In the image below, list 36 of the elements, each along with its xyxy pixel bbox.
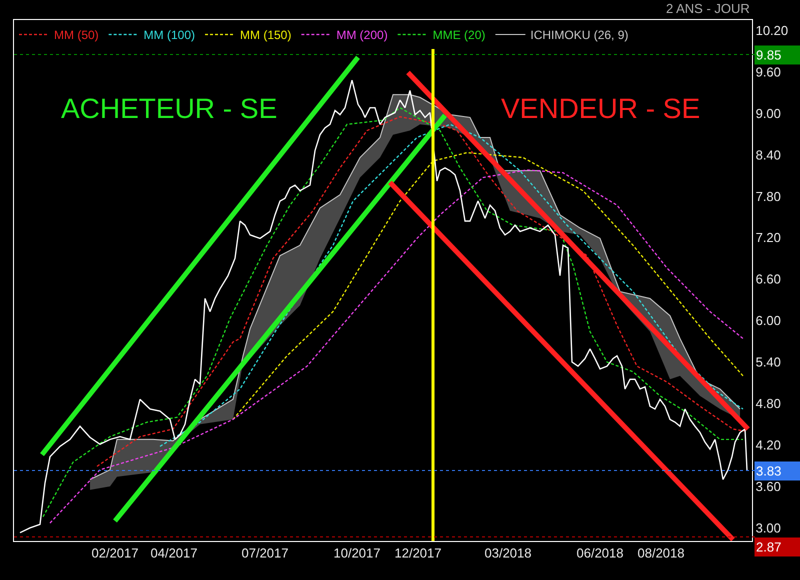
x-tick-label: 03/2018: [484, 546, 532, 561]
line-series: [49, 169, 744, 524]
ref-line-label: 9.85: [756, 48, 782, 62]
legend-label: MM (150): [240, 28, 292, 42]
annotation: VENDEUR - SE: [501, 93, 700, 124]
y-tick-label: 10.20: [756, 22, 788, 38]
legend-label: MM (100): [144, 28, 196, 42]
y-tick-label: 7.80: [756, 188, 781, 204]
annotation: ACHETEUR - SE: [61, 93, 278, 124]
y-tick-label: 6.60: [756, 272, 781, 287]
legend-label: MM (50): [54, 28, 99, 42]
x-tick-label: 02/2017: [92, 546, 138, 561]
y-tick-label: 8.40: [756, 147, 781, 162]
x-tick-label: 08/2018: [638, 546, 684, 561]
chart-subtitle: 2 ANS - JOUR: [666, 1, 750, 16]
legend-label: ICHIMOKU (26, 9): [530, 28, 628, 42]
y-tick-label: 9.60: [756, 64, 781, 80]
line-series: [159, 124, 744, 447]
x-tick-label: 06/2018: [576, 546, 624, 561]
x-tick-label: 10/2017: [334, 546, 380, 561]
line-series: [232, 152, 744, 420]
legend-label: MM (200): [336, 28, 388, 42]
y-tick-label: 4.80: [756, 396, 781, 412]
y-tick-label: 5.40: [756, 354, 781, 370]
y-tick-label: 7.20: [756, 230, 781, 246]
x-tick-label: 12/2017: [394, 546, 442, 561]
y-tick-label: 3.00: [756, 520, 781, 536]
ref-line-label: 3.83: [756, 464, 782, 478]
x-tick-label: 07/2017: [242, 546, 288, 561]
y-tick-label: 9.00: [756, 106, 781, 121]
legend-label: MME (20): [432, 28, 486, 42]
ref-line-label: 2.87: [756, 540, 782, 554]
y-tick-label: 3.60: [756, 478, 781, 494]
y-tick-label: 6.00: [756, 313, 781, 328]
y-tick-label: 4.20: [756, 438, 781, 452]
x-tick-label: 04/2017: [150, 546, 198, 561]
